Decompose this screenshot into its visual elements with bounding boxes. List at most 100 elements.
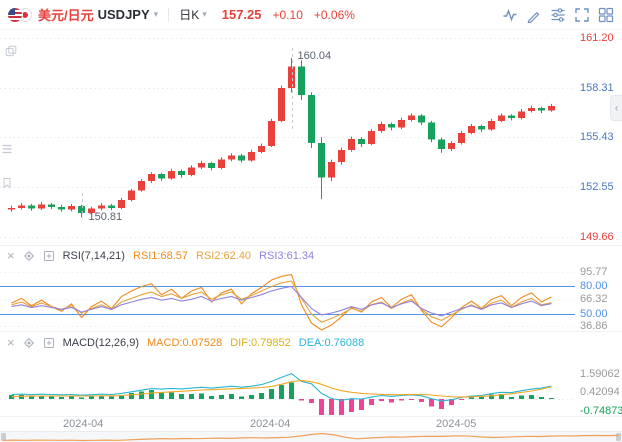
candle-body (548, 106, 555, 111)
candle-body (28, 205, 35, 209)
candle-body (268, 120, 275, 146)
price-change: +0.10 (272, 7, 303, 22)
candle-body (78, 206, 85, 213)
rsi-line-rsi1 (11, 273, 552, 331)
candle-body (538, 107, 545, 111)
candle-body (498, 115, 505, 121)
macd-histogram-bar (149, 390, 154, 399)
macd-histogram-bar (109, 396, 114, 399)
macd-histogram-bar (19, 394, 24, 399)
macd-histogram-bar (519, 395, 524, 399)
macd-histogram-bar (449, 399, 454, 406)
candle-body (508, 115, 515, 119)
candle-body (8, 207, 15, 210)
macd-histogram-bar (129, 392, 134, 399)
chevron-down-icon: ▾ (153, 9, 159, 19)
macd-histogram-bar (349, 399, 354, 412)
macd-histogram-bar (79, 397, 84, 399)
candle-body (228, 155, 235, 160)
macd-histogram-bar (159, 392, 164, 399)
candle-body (128, 190, 135, 201)
candle-body (398, 119, 405, 128)
candle-body (378, 124, 385, 132)
candle-body (488, 120, 495, 130)
macd-histogram-bar (359, 399, 364, 411)
macd-histogram-bar (29, 396, 34, 399)
candle-body (478, 125, 485, 130)
macd-histogram-bar (299, 399, 304, 401)
pair-flags (8, 7, 34, 23)
macd-histogram-bar (389, 399, 394, 403)
candle-body (248, 151, 255, 161)
candle-body (418, 115, 425, 123)
fullscreen-icon[interactable] (574, 7, 590, 23)
navigator-left-handle[interactable] (1, 433, 6, 441)
pair-name-cn: 美元/日元 (38, 8, 94, 23)
candle-body (298, 66, 305, 95)
macd-histogram-bar (289, 382, 294, 399)
candle-body (518, 111, 525, 119)
candle-body (208, 163, 215, 169)
macd-histogram-bar (529, 395, 534, 399)
candle-body (328, 162, 335, 178)
candle-body (428, 122, 435, 140)
candle-body (198, 163, 205, 168)
candle-body (58, 207, 65, 210)
candle-body (68, 206, 75, 210)
macd-histogram-bar (139, 391, 144, 399)
candle-body (148, 174, 155, 182)
symbol-selector[interactable]: 美元/日元 USDJPY ▾ (8, 5, 158, 24)
chevron-down-icon: ▾ (202, 9, 207, 19)
candle-body (438, 139, 445, 150)
candle-body (218, 159, 225, 169)
rsi-line-rsi2 (11, 280, 552, 323)
macd-histogram-bar (369, 399, 374, 406)
macd-histogram-bar (169, 392, 174, 399)
japan-flag-icon (18, 7, 32, 22)
candle-body (278, 88, 285, 121)
macd-histogram-bar (329, 399, 334, 415)
us-flag-icon (8, 7, 22, 22)
chart-compare-icon[interactable] (502, 7, 518, 23)
pair-code: USDJPY (97, 7, 150, 22)
macd-histogram-bar (509, 396, 514, 399)
macd-histogram-bar (269, 389, 274, 399)
navigator-sparkline (2, 432, 620, 442)
macd-histogram-bar (399, 399, 404, 401)
navigator-right-handle[interactable] (616, 433, 621, 441)
candle-body (338, 150, 345, 163)
price-change-pct: +0.06% (313, 7, 355, 22)
candle-body (18, 205, 25, 208)
candle-body (98, 205, 105, 209)
candle-body (88, 208, 95, 213)
candle-body (178, 170, 185, 176)
candle-body (288, 66, 295, 89)
candle-body (138, 181, 145, 191)
candle-body (308, 94, 315, 144)
chart-navigator-scrollbar[interactable] (0, 431, 622, 442)
macd-histogram-bar (99, 395, 104, 399)
last-price: 157.25 (221, 7, 262, 22)
macd-histogram-bar (379, 399, 384, 402)
macd-histogram-bar (499, 393, 504, 399)
draw-tools-icon[interactable] (526, 7, 542, 23)
candle-body (238, 155, 245, 161)
macd-histogram-bar (469, 397, 474, 399)
macd-histogram-bar (309, 399, 314, 404)
period-selector[interactable]: 日K ▾ (179, 6, 207, 23)
macd-histogram-bar (209, 395, 214, 399)
rsi-line-rsi3 (11, 285, 552, 317)
macd-histogram-bar (479, 397, 484, 399)
candle-body (168, 170, 175, 179)
candle-body (318, 143, 325, 178)
macd-histogram-bar (539, 397, 544, 399)
macd-histogram-bar (69, 396, 74, 399)
macd-histogram-bar (89, 396, 94, 399)
macd-line-dea (11, 380, 552, 398)
candle-body (118, 200, 125, 208)
layout-grid-icon[interactable] (598, 7, 614, 23)
toolbar: 美元/日元 USDJPY ▾ 日K ▾ 157.25 +0.10 +0.06% (0, 0, 622, 30)
indicator-settings-icon[interactable] (550, 7, 566, 23)
